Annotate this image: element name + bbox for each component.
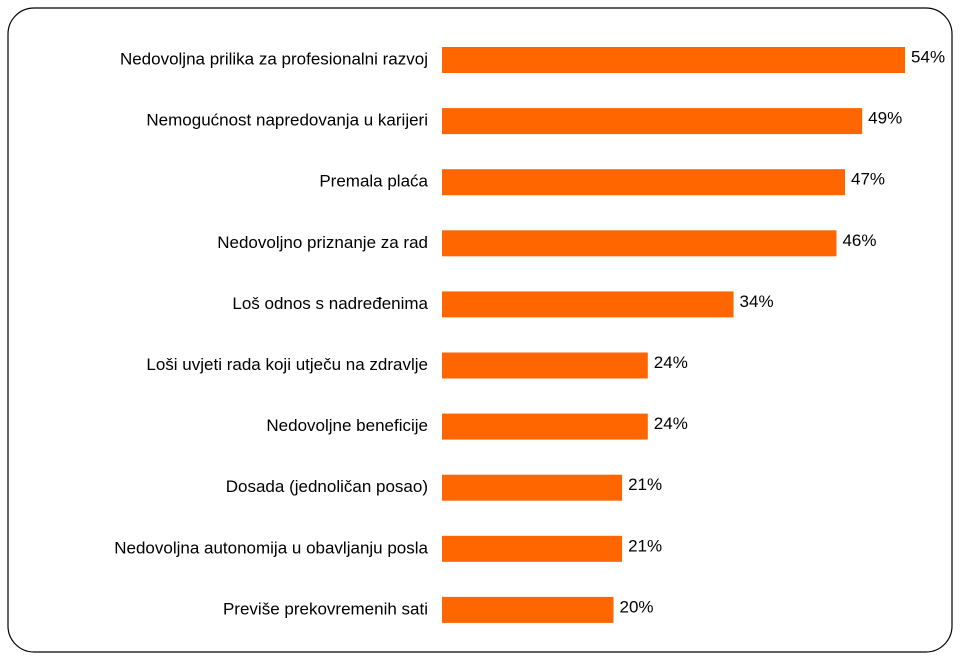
bar xyxy=(442,535,623,562)
value-label: 24% xyxy=(654,353,688,372)
bar xyxy=(442,47,906,73)
chart-frame xyxy=(7,7,953,653)
bar xyxy=(442,352,648,379)
value-label: 21% xyxy=(628,475,662,494)
category-label: Nedovoljno priznanje za rad xyxy=(217,233,428,252)
category-label: Nedovoljna autonomija u obavljanju posla xyxy=(114,538,428,557)
value-label: 49% xyxy=(868,109,902,128)
value-label: 24% xyxy=(654,414,688,433)
bar xyxy=(442,474,623,501)
bar xyxy=(442,291,734,318)
bar xyxy=(442,108,863,135)
category-label: Loš odnos s nadređenima xyxy=(232,294,428,313)
category-label: Nedovoljne beneficije xyxy=(266,416,428,435)
category-label: Loši uvjeti rada koji utječu na zdravlje xyxy=(146,355,428,374)
value-label: 34% xyxy=(740,292,774,311)
bar xyxy=(442,596,614,623)
category-label: Dosada (jednoličan posao) xyxy=(226,477,428,496)
category-label: Nedovoljna prilika za profesionalni razv… xyxy=(120,49,428,68)
value-label: 54% xyxy=(911,47,945,66)
value-label: 46% xyxy=(842,231,876,250)
bar xyxy=(442,413,648,440)
value-label: 47% xyxy=(851,170,885,189)
category-label: Premala plaća xyxy=(319,172,428,191)
value-label: 20% xyxy=(620,597,654,616)
value-label: 21% xyxy=(628,536,662,555)
category-label: Previše prekovremenih sati xyxy=(223,599,428,618)
category-label: Nemogućnost napredovanja u karijeri xyxy=(146,111,428,130)
bar xyxy=(442,169,846,196)
bar xyxy=(442,230,837,257)
